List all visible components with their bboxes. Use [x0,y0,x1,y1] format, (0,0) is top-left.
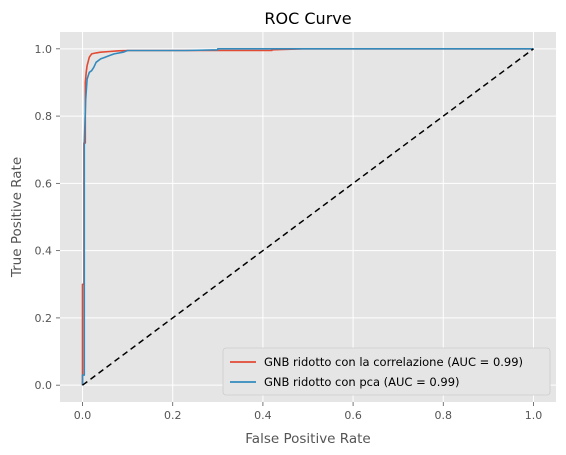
x-tick-label: 0.8 [435,409,453,422]
chance-diagonal-line [82,48,534,386]
y-tick-label: 0.0 [35,379,53,392]
x-axis-ticks: 0.0 0.2 0.4 0.6 0.8 1.0 [74,402,542,422]
series-lines [81,47,534,386]
x-axis-label: False Positive Rate [245,431,370,447]
x-tick-label: 0.6 [344,409,362,422]
chart-title: ROC Curve [264,9,351,28]
legend-label-correlazione: GNB ridotto con la correlazione (AUC = 0… [264,355,523,369]
y-tick-label: 0.6 [35,177,53,190]
x-tick-label: 0.0 [74,409,92,422]
grid [60,32,556,402]
y-tick-label: 1.0 [35,43,53,56]
legend-label-pca: GNB ridotto con pca (AUC = 0.99) [264,375,460,389]
x-tick-label: 1.0 [525,409,543,422]
y-tick-label: 0.2 [35,312,53,325]
x-tick-label: 0.2 [164,409,182,422]
y-axis-label: True Positive Rate [9,157,25,278]
x-tick-label: 0.4 [254,409,272,422]
y-tick-label: 0.4 [35,245,53,258]
legend: GNB ridotto con la correlazione (AUC = 0… [222,347,551,396]
y-axis-ticks: 0.0 0.2 0.4 0.6 0.8 1.0 [35,43,60,392]
roc-line-pca [81,47,534,386]
y-tick-label: 0.8 [35,110,53,123]
legend-box [222,347,551,396]
